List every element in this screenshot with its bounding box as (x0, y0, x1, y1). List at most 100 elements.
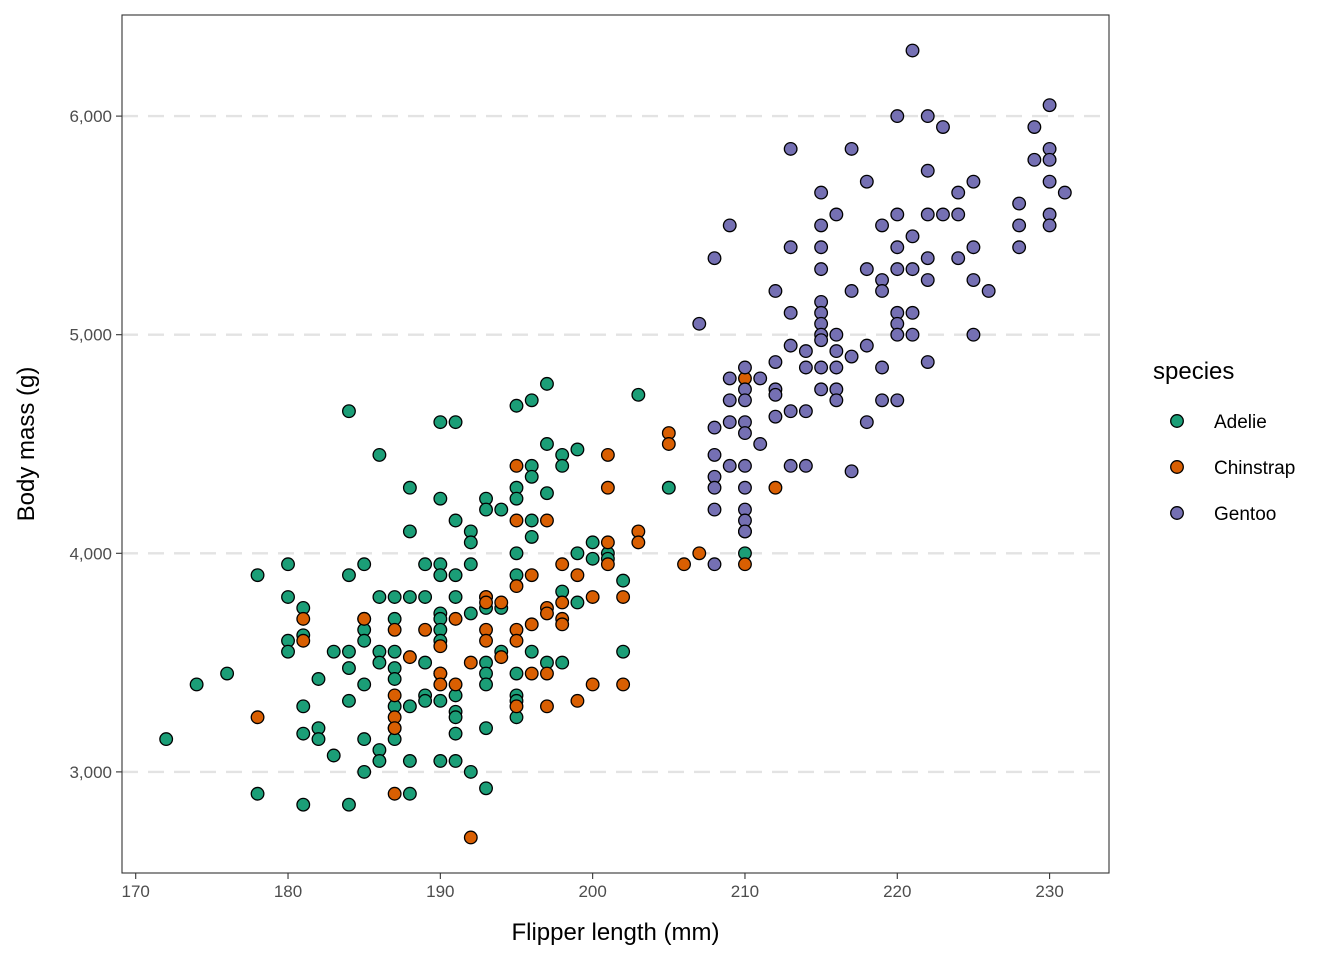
data-point (448, 754, 463, 768)
data-point (1027, 152, 1042, 167)
data-point (768, 284, 783, 298)
data-point (966, 273, 981, 288)
data-point (433, 677, 448, 692)
data-point (585, 535, 600, 550)
data-point (509, 491, 524, 506)
data-point (814, 333, 829, 348)
data-point (829, 327, 844, 342)
data-point (1042, 98, 1057, 113)
data-point (890, 393, 905, 408)
data-point (768, 409, 783, 424)
data-point (540, 606, 554, 621)
data-point (509, 633, 524, 648)
data-point (814, 360, 829, 375)
data-point (357, 611, 372, 626)
data-point (524, 666, 539, 681)
data-point (494, 595, 509, 610)
data-point (387, 721, 402, 736)
x-tick-label: 200 (578, 882, 606, 901)
legend-key (1170, 460, 1184, 474)
data-point (296, 797, 311, 812)
data-point (311, 732, 326, 747)
data-point (479, 677, 493, 692)
data-point (829, 344, 844, 359)
gridlines (122, 114, 1109, 774)
data-point (707, 420, 722, 435)
legend-title: species (1153, 358, 1234, 385)
data-point (433, 693, 448, 708)
data-point (738, 426, 752, 441)
data-point (448, 415, 463, 430)
data-point (509, 398, 524, 413)
data-point (463, 830, 478, 845)
data-point (798, 404, 813, 419)
series-chinstrap (250, 371, 783, 845)
data-point (570, 546, 585, 561)
data-point (540, 513, 554, 528)
data-point (387, 672, 402, 686)
data-point (555, 655, 570, 670)
data-point (448, 710, 463, 725)
data-point (250, 710, 265, 725)
data-point (875, 360, 890, 375)
data-point (357, 677, 372, 692)
data-point (768, 387, 783, 402)
legend-item-adelie: Adelie (1170, 412, 1267, 433)
data-point (951, 207, 966, 222)
data-point (783, 141, 798, 156)
data-point (920, 109, 935, 124)
legend-label: Adelie (1214, 412, 1267, 433)
data-point (296, 611, 311, 626)
data-point (402, 754, 417, 768)
data-point (890, 109, 905, 124)
data-point (281, 590, 295, 604)
data-point (326, 748, 341, 763)
data-point (905, 229, 920, 244)
y-axis-title: Body mass (g) (13, 367, 40, 522)
data-point (296, 699, 311, 714)
data-point (448, 513, 463, 528)
data-point (402, 480, 417, 495)
data-point (859, 174, 874, 189)
data-point (555, 458, 570, 473)
data-point (524, 617, 539, 632)
y-tick-label: 5,000 (69, 326, 112, 345)
data-point (936, 120, 950, 134)
series-gentoo (692, 43, 1072, 572)
data-point (905, 43, 920, 58)
data-point (341, 661, 356, 676)
data-point (966, 327, 981, 342)
data-point (463, 535, 478, 550)
data-point (692, 546, 707, 561)
data-point (905, 305, 920, 320)
data-point (753, 437, 768, 451)
data-point (479, 502, 493, 517)
data-point (540, 437, 554, 451)
data-point (479, 721, 493, 736)
data-point (859, 262, 874, 277)
data-point (570, 568, 585, 583)
data-point (890, 262, 905, 277)
data-point (1057, 185, 1072, 200)
data-point (677, 557, 691, 572)
data-point (875, 218, 890, 233)
data-point (448, 726, 463, 741)
data-point (585, 677, 600, 692)
data-point (433, 568, 448, 583)
data-point (281, 557, 295, 572)
data-point (418, 590, 433, 604)
data-point (738, 393, 752, 408)
x-tick-label: 230 (1035, 882, 1063, 901)
data-point (890, 240, 905, 255)
x-axis: 170 180 190 200 210 220 230 (122, 873, 1064, 901)
legend: species Adelie Chinstrap Gentoo (1153, 358, 1295, 525)
y-tick-label: 4,000 (69, 544, 112, 563)
data-point (966, 240, 981, 255)
data-point (509, 458, 524, 473)
data-point (372, 655, 387, 670)
data-point (433, 754, 448, 768)
data-point (1012, 196, 1027, 211)
x-tick-label: 170 (122, 882, 150, 901)
data-point (1042, 174, 1057, 189)
data-point (966, 174, 981, 189)
